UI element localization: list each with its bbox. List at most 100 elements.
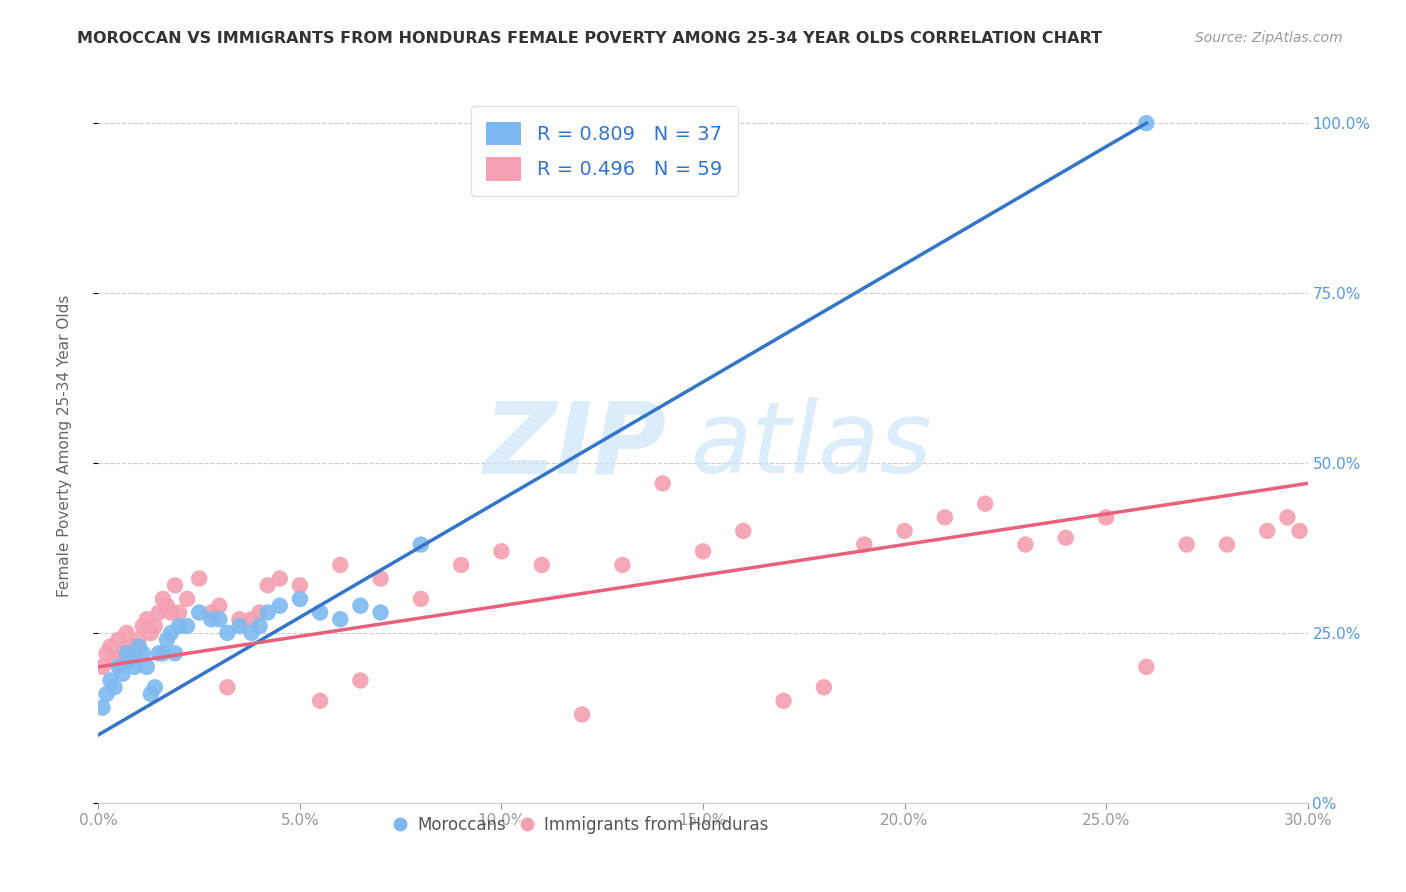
Point [120, 653, 142, 667]
Point [188, 606, 211, 620]
Point [1014, 537, 1036, 551]
Point [409, 591, 432, 606]
Point [163, 646, 186, 660]
Point [256, 578, 278, 592]
Legend: Moroccans, Immigrants from Honduras: Moroccans, Immigrants from Honduras [389, 810, 775, 841]
Point [208, 599, 231, 613]
Point [124, 646, 146, 660]
Point [124, 660, 146, 674]
Point [111, 666, 134, 681]
Point [96, 646, 118, 660]
Point [148, 606, 170, 620]
Point [1175, 537, 1198, 551]
Point [329, 558, 352, 572]
Point [240, 626, 263, 640]
Point [813, 680, 835, 694]
Point [1095, 510, 1118, 524]
Point [256, 606, 278, 620]
Point [120, 640, 142, 654]
Point [934, 510, 956, 524]
Point [143, 619, 166, 633]
Point [135, 612, 157, 626]
Point [240, 612, 263, 626]
Text: ZIP: ZIP [484, 398, 666, 494]
Point [163, 578, 186, 592]
Point [176, 591, 198, 606]
Point [128, 640, 150, 654]
Point [1256, 524, 1278, 538]
Point [152, 591, 174, 606]
Point [139, 626, 162, 640]
Point [1135, 116, 1157, 130]
Point [349, 599, 371, 613]
Point [228, 619, 250, 633]
Point [200, 606, 222, 620]
Point [208, 612, 231, 626]
Point [156, 632, 179, 647]
Point [176, 619, 198, 633]
Point [571, 707, 593, 722]
Point [450, 558, 472, 572]
Point [91, 700, 114, 714]
Point [228, 612, 250, 626]
Point [103, 680, 125, 694]
Point [288, 591, 311, 606]
Text: Source: ZipAtlas.com: Source: ZipAtlas.com [1195, 31, 1343, 45]
Point [288, 578, 311, 592]
Point [309, 606, 332, 620]
Point [269, 599, 291, 613]
Point [309, 694, 332, 708]
Point [132, 646, 155, 660]
Point [143, 680, 166, 694]
Point [115, 646, 138, 660]
Point [188, 572, 211, 586]
Point [370, 572, 392, 586]
Point [974, 497, 997, 511]
Y-axis label: Female Poverty Among 25-34 Year Olds: Female Poverty Among 25-34 Year Olds [58, 295, 72, 597]
Point [107, 632, 129, 647]
Point [103, 653, 125, 667]
Point [612, 558, 634, 572]
Point [160, 626, 183, 640]
Point [692, 544, 714, 558]
Point [1135, 660, 1157, 674]
Point [139, 687, 162, 701]
Point [269, 572, 291, 586]
Point [1288, 524, 1310, 538]
Point [167, 619, 190, 633]
Point [349, 673, 371, 688]
Point [370, 606, 392, 620]
Point [100, 673, 122, 688]
Point [135, 660, 157, 674]
Text: MOROCCAN VS IMMIGRANTS FROM HONDURAS FEMALE POVERTY AMONG 25-34 YEAR OLDS CORREL: MOROCCAN VS IMMIGRANTS FROM HONDURAS FEM… [77, 31, 1102, 46]
Point [115, 626, 138, 640]
Point [217, 680, 239, 694]
Point [156, 599, 179, 613]
Point [853, 537, 876, 551]
Point [491, 544, 513, 558]
Point [893, 524, 915, 538]
Point [217, 626, 239, 640]
Point [530, 558, 553, 572]
Point [249, 606, 271, 620]
Text: atlas: atlas [690, 398, 932, 494]
Point [132, 619, 155, 633]
Point [733, 524, 755, 538]
Point [148, 646, 170, 660]
Point [329, 612, 352, 626]
Point [107, 660, 129, 674]
Point [1216, 537, 1239, 551]
Point [651, 476, 673, 491]
Point [152, 646, 174, 660]
Point [167, 606, 190, 620]
Point [772, 694, 794, 708]
Point [249, 619, 271, 633]
Point [200, 612, 222, 626]
Point [96, 687, 118, 701]
Point [1277, 510, 1299, 524]
Point [111, 646, 134, 660]
Point [128, 632, 150, 647]
Point [160, 606, 183, 620]
Point [1054, 531, 1077, 545]
Point [91, 660, 114, 674]
